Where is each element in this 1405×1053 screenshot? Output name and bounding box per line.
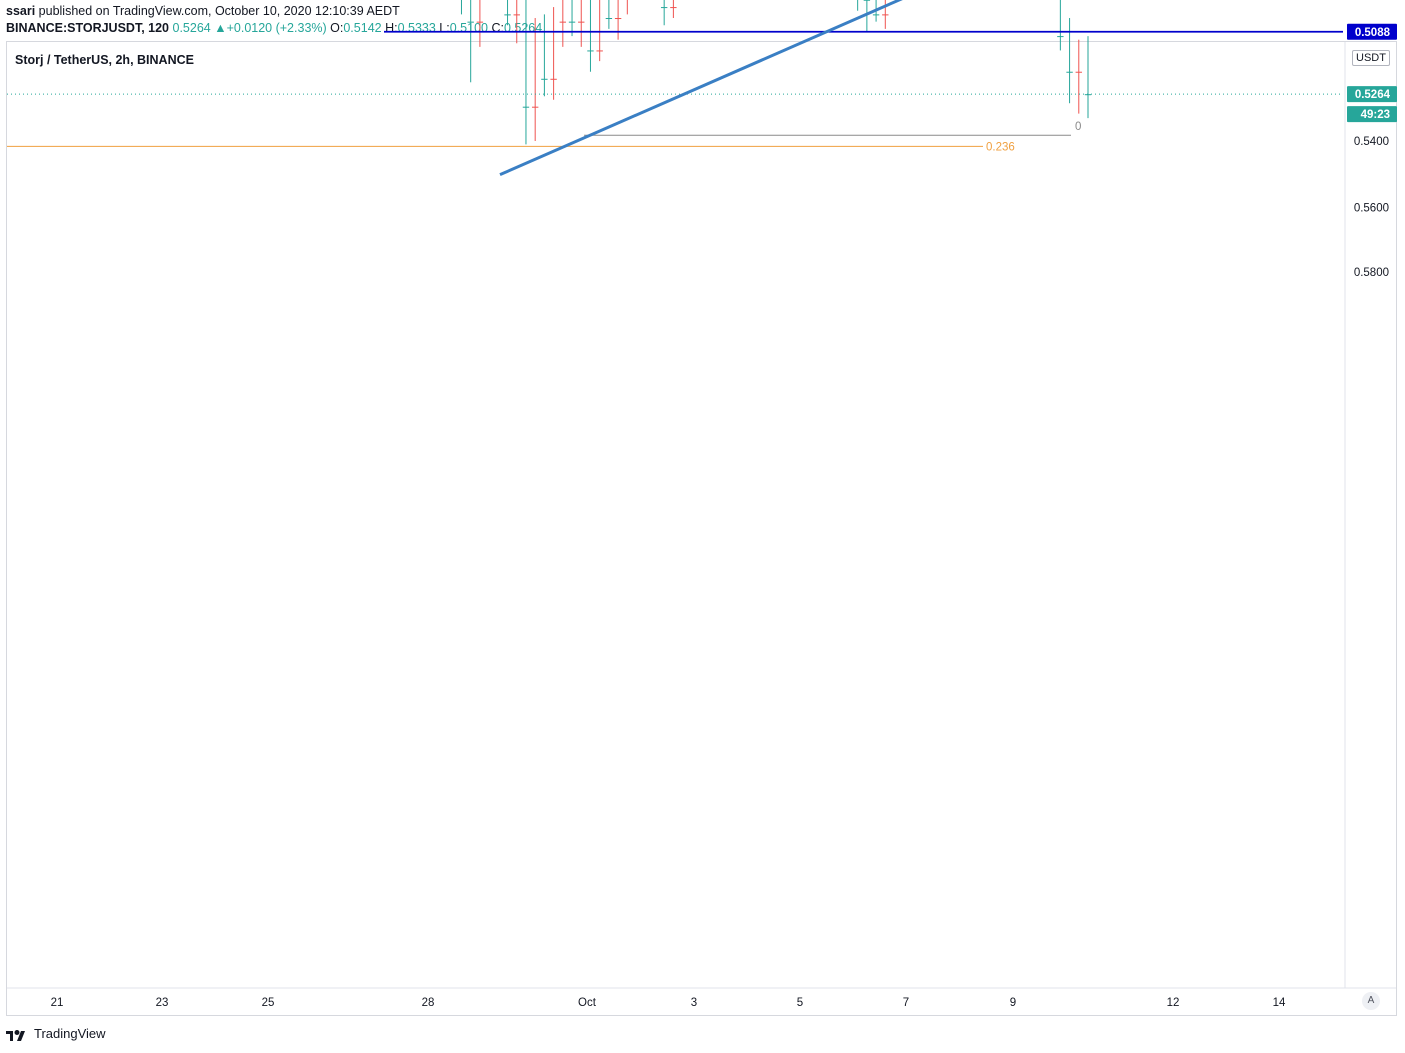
time-tick-label: 3 [691,997,697,1009]
candle-body [568,21,576,23]
last-price: 0.5264 [172,21,211,35]
candle-body [863,0,871,1]
price-tick-label: 0.5400 [1354,136,1389,148]
candle-body [504,14,511,16]
footer-brand[interactable]: TradingView [34,1026,106,1041]
descending-trendline [499,0,903,177]
resistance-price-badge-bg [1347,23,1397,40]
time-tick-label: 23 [156,997,169,1009]
candle-body [467,21,474,23]
time-tick-label: 12 [1167,997,1180,1009]
candle-body [596,50,603,52]
time-tick-label: 28 [422,997,435,1009]
fib-large-label: 0.236 [986,141,1015,153]
candle-body [1057,36,1064,38]
candle-body [513,14,520,16]
candle-body [670,7,677,9]
axis-currency-button[interactable]: USDT [1352,50,1390,66]
publisher-name[interactable]: ssari [6,4,36,18]
time-tick-label: Oct [578,997,597,1009]
candle-body [522,106,530,108]
up-arrow-icon: ▲ [214,21,227,35]
candle-body [550,78,557,80]
candle-body [882,14,889,16]
time-tick-label: 5 [797,997,803,1009]
candle-body [578,21,585,23]
time-tick-label: 7 [903,997,909,1009]
time-tick-label: 14 [1273,997,1286,1009]
last-price-badge: 0.5264 [1355,89,1391,101]
symbol-name[interactable]: BINANCE:STORJUSDT, 120 [6,21,170,35]
time-tick-label: 9 [1010,997,1016,1009]
countdown-badge-bg [1347,106,1397,123]
candle-body [531,106,539,108]
candle-body [476,21,484,23]
chart-title: Storj / TetherUS, 2h, BINANCE [15,53,194,67]
candle-body [587,50,594,52]
candle-body [1066,71,1073,73]
time-tick-label: 21 [51,997,64,1009]
candle-body [872,14,880,16]
time-tick-label: 25 [262,997,275,1009]
last-price-badge-bg [1347,86,1397,103]
tradingview-logo-icon [6,1029,25,1041]
price-tick-label: 0.5600 [1354,203,1389,215]
auto-scale-button[interactable]: A [1362,992,1380,1010]
candle-body [1075,71,1082,73]
candle-body [660,7,668,9]
footer: TradingView [6,1026,106,1041]
publisher-line: ssari published on TradingView.com, Octo… [6,4,400,18]
fib-level-label: 0 [1075,121,1081,133]
open-value: 0.5142 [343,21,382,35]
low-label: L: [439,21,450,35]
open-label: O: [330,21,344,35]
resistance-price-badge: 0.5088 [1355,27,1391,39]
candle-body [605,18,613,20]
price-change: +0.0120 (+2.33%) [226,21,327,35]
chart-frame [6,41,1397,1016]
candle-body [559,21,567,23]
publish-info: published on TradingView.com, October 10… [35,4,400,18]
countdown-badge: 49:23 [1361,109,1390,121]
candle-body [614,18,622,20]
price-tick-label: 0.5800 [1354,267,1389,279]
candle-body [541,78,548,80]
